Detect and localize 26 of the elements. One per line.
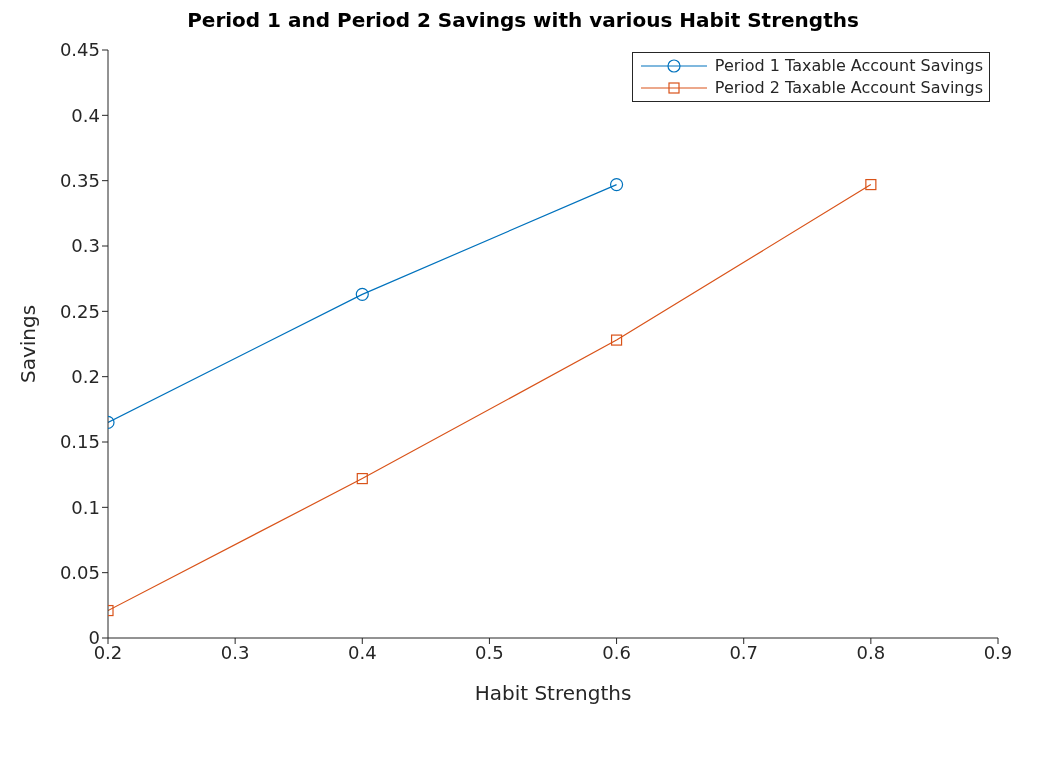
point	[356, 472, 368, 485]
y-tick-label: 0.25	[59, 300, 100, 322]
y-tick-label: 0.05	[59, 562, 100, 584]
point	[355, 287, 369, 301]
y-tick-label: 0.1	[71, 496, 100, 518]
x-tick-label: 0.5	[475, 641, 504, 663]
x-tick-label: 0.4	[347, 641, 377, 663]
x-tick-label: 0.8	[856, 641, 886, 663]
x-tick-label: 0.7	[729, 641, 759, 663]
y-tick-label: 0.15	[59, 431, 100, 453]
x-tick-label: 0.6	[602, 641, 631, 663]
chart-title: Period 1 and Period 2 Savings with various Habit Strengths	[186, 8, 860, 32]
legend-label: Period 2 Taxable Account Savings	[714, 77, 983, 99]
y-tick-label: 0.4	[71, 104, 100, 126]
y-tick-label: 0.3	[71, 235, 100, 257]
point	[609, 177, 624, 192]
legend-label: Period 1 Taxable Account Savings	[714, 55, 983, 77]
y-tick-label: 0.2	[71, 366, 100, 388]
point	[865, 178, 877, 191]
x-tick-label: 0.9	[983, 641, 1013, 663]
x-tick-label: 0.3	[220, 641, 250, 663]
x-axis-title: Habit Strengths	[474, 681, 632, 705]
y-tick-label: 0.35	[59, 170, 100, 192]
y-axis-title: Savings	[16, 304, 41, 384]
point	[610, 334, 623, 346]
y-tick-label: 0.45	[59, 39, 100, 61]
